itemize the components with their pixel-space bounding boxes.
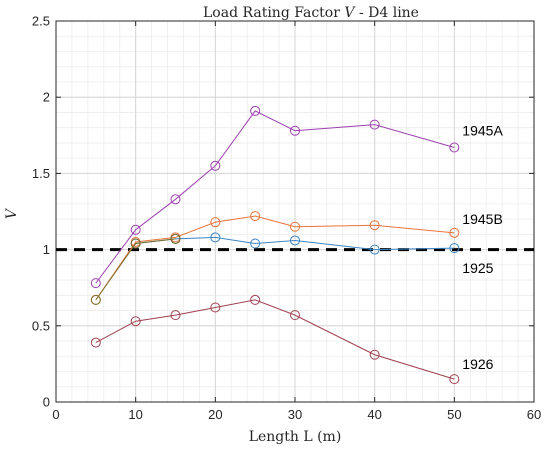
series-marker — [250, 105, 261, 116]
y-tick-label: 0.5 — [32, 318, 50, 333]
series-marker — [210, 217, 221, 228]
series-marker — [210, 232, 221, 243]
chart-title-prefix: Load Rating Factor — [203, 5, 344, 21]
series-marker — [90, 294, 101, 305]
series-marker — [170, 194, 181, 205]
x-tick-label: 60 — [527, 407, 541, 422]
series-marker — [210, 160, 221, 171]
series-marker — [449, 142, 460, 153]
series-marker — [369, 220, 380, 231]
series-label: 1945B — [462, 211, 502, 227]
chart-title: Load Rating Factor V - D4 line — [203, 5, 419, 21]
series-line — [95, 238, 176, 301]
y-tick-label: 0 — [43, 395, 50, 410]
y-axis-title: V — [4, 207, 20, 219]
x-tick-label: 50 — [447, 407, 461, 422]
series-marker — [369, 244, 380, 255]
x-tick-label: 0 — [52, 407, 59, 422]
x-tick-label: 40 — [367, 407, 381, 422]
series-marker — [250, 211, 261, 222]
series-marker — [130, 316, 141, 327]
series-marker — [210, 302, 221, 313]
series-marker — [250, 238, 261, 249]
series-marker — [130, 224, 141, 235]
series-marker — [369, 119, 380, 130]
x-tick-label: 20 — [208, 407, 222, 422]
series-label: 1926 — [462, 356, 493, 372]
y-tick-label: 1 — [43, 242, 50, 257]
x-tick-label: 10 — [128, 407, 142, 422]
series-label: 1945A — [462, 123, 503, 139]
series-marker — [290, 235, 300, 246]
series-label: 1925 — [462, 260, 493, 276]
series-line — [95, 299, 455, 380]
series-marker — [290, 221, 300, 232]
y-tick-label: 2.5 — [32, 14, 50, 29]
series-marker — [250, 294, 261, 305]
series-line — [95, 215, 455, 301]
series-marker — [290, 310, 300, 321]
series-marker — [369, 349, 380, 360]
series-marker — [90, 337, 101, 348]
series-marker — [90, 278, 101, 289]
series-marker — [170, 310, 181, 321]
y-tick-label: 2 — [43, 90, 50, 105]
series-marker — [449, 227, 460, 238]
series-line — [95, 110, 455, 284]
series-marker — [130, 238, 141, 249]
series-marker — [449, 374, 460, 385]
chart-title-var: V — [344, 5, 356, 21]
x-axis-title: Length L (m) — [249, 429, 342, 445]
plot-area: 0 10 20 30 40 50 60 0 0.5 1 1.5 2 2.5 1945A 1945B 1925 1… — [32, 14, 541, 423]
series-marker — [290, 125, 300, 136]
x-tick-label: 30 — [288, 407, 302, 422]
chart-title-suffix: - D4 line — [355, 5, 419, 21]
y-tick-label: 1.5 — [32, 166, 50, 181]
series-marker — [170, 233, 181, 244]
series-marker — [449, 243, 460, 254]
